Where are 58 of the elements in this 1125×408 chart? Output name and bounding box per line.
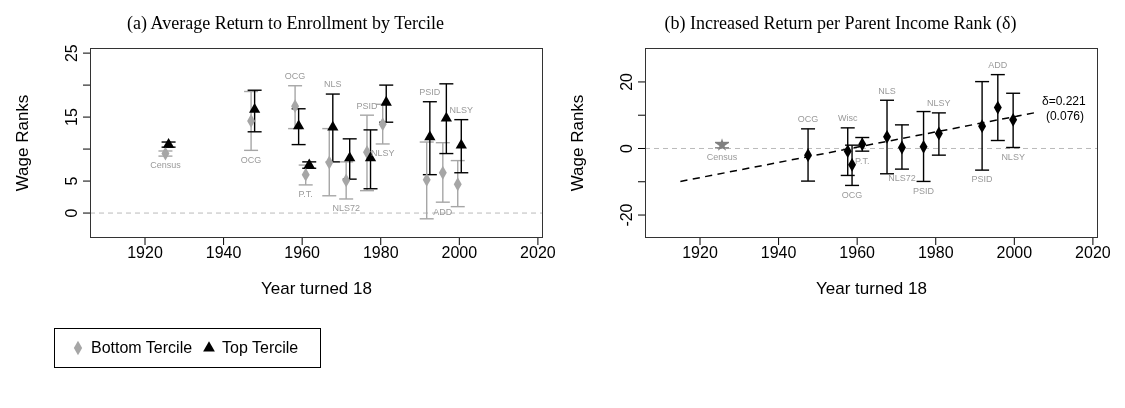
x-tick-label: 1960	[839, 244, 876, 262]
annotation: PSID	[971, 174, 994, 185]
annotation: NLS72	[888, 173, 916, 184]
point	[327, 120, 339, 131]
y-tick-label: 20	[618, 72, 635, 91]
y-tick-label: 0	[618, 143, 635, 153]
y-axis-title: Wage Ranks	[568, 94, 588, 192]
x-tick-label: 1980	[917, 244, 954, 262]
point	[292, 119, 305, 130]
annotation: P.T.	[855, 155, 870, 166]
annotation: PSID	[419, 87, 441, 98]
annotation: NLS	[324, 79, 342, 90]
x-tick-label: 2020	[1075, 244, 1111, 262]
x-axis-title: Year turned 18	[816, 279, 927, 298]
x-tick-label: 1940	[760, 244, 797, 262]
chart-title: (b) Increased Return per Parent Income Rank (δ)	[663, 12, 1018, 35]
series-label: δ=0.221 (0.076)	[1041, 93, 1086, 123]
x-tick-label: 1960	[284, 244, 321, 262]
annotation: Census	[150, 160, 182, 171]
annotation: Census	[706, 152, 738, 163]
x-tick-label: 1920	[682, 244, 718, 262]
annotation: NLSY	[449, 105, 474, 116]
legend-label: Top Tercile	[222, 339, 299, 357]
annotation: PSID	[356, 100, 378, 111]
chart-title: (a) Average Return to Enrollment by Tercile	[126, 12, 445, 35]
x-axis-title: Year turned 18	[261, 279, 372, 298]
annotation: NLS72	[332, 203, 360, 214]
y-tick-label: -20	[618, 203, 635, 227]
annotation: NLS	[878, 85, 896, 96]
annotation: ADD	[988, 59, 1008, 70]
annotation: P.T.	[298, 189, 313, 200]
annotation: OCG	[841, 189, 863, 200]
y-axis-title: Wage Ranks	[13, 94, 33, 192]
x-tick-label: 2000	[996, 244, 1033, 262]
annotation: Wisc	[837, 113, 858, 124]
x-tick-label: 2000	[441, 244, 478, 262]
point	[344, 151, 356, 162]
annotation: ADD	[433, 206, 453, 217]
y-tick-label: 15	[63, 108, 80, 126]
point	[380, 95, 392, 106]
x-tick-label: 2020	[520, 244, 556, 262]
annotation: OCG	[797, 114, 819, 125]
annotation: PSID	[913, 185, 935, 196]
x-tick-label: 1980	[362, 244, 399, 262]
y-tick-label: 0	[63, 208, 80, 218]
annotation: NLSY	[927, 98, 951, 109]
legend-label: Bottom Tercile	[91, 339, 193, 357]
annotation: OCG	[284, 71, 306, 82]
y-tick-label: 5	[63, 176, 80, 186]
point	[440, 111, 452, 122]
x-tick-label: 1920	[127, 244, 163, 262]
point	[424, 130, 436, 141]
annotation: NLSY	[1001, 151, 1025, 162]
x-tick-label: 1940	[205, 244, 242, 262]
annotation: NLSY	[370, 148, 395, 159]
point	[303, 158, 315, 169]
y-tick-label: 25	[63, 44, 80, 63]
annotation: OCG	[240, 154, 262, 165]
